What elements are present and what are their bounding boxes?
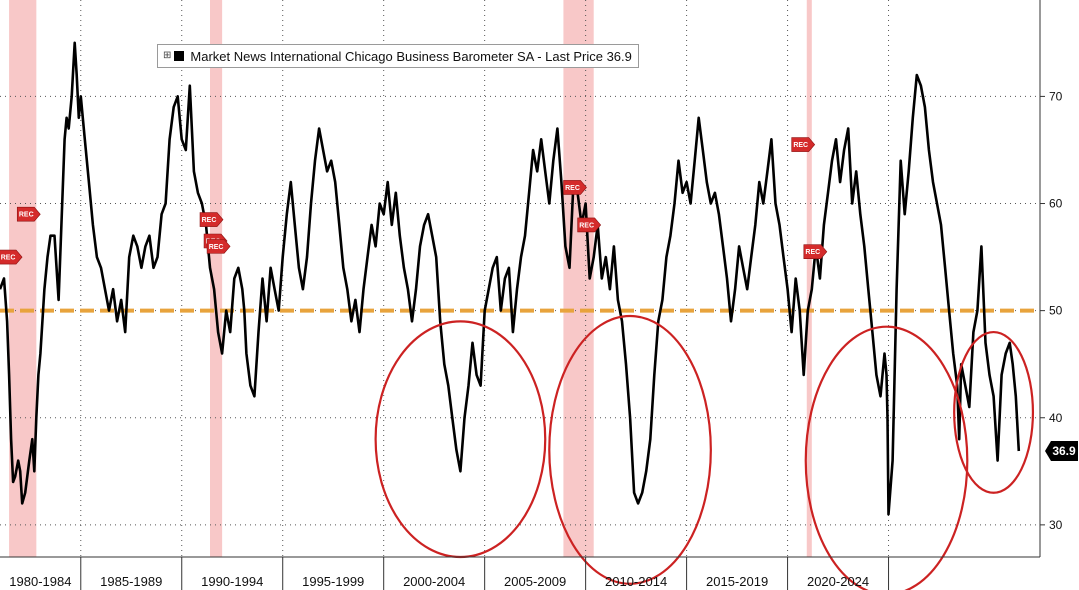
- rec-marker-label: REC: [805, 249, 820, 256]
- rec-marker: REC: [0, 249, 23, 265]
- last-value-badge: 36.9: [1045, 440, 1078, 461]
- x-tick-label: 1995-1999: [302, 574, 364, 589]
- annotation-circles: [374, 314, 1035, 590]
- x-axis-labels: 1980-1984 1985-1989 1990-1994 1995-1999 2000…: [9, 557, 890, 590]
- x-tick-label: 2000-2004: [403, 574, 465, 589]
- annotation-circle: [953, 330, 1035, 494]
- last-value-label: 36.9: [1052, 444, 1076, 458]
- rec-marker-label: REC: [793, 142, 808, 149]
- rec-marker-shape: [791, 137, 816, 152]
- y-tick-label: 50: [1049, 304, 1063, 318]
- x-tick-label: 1990-1994: [201, 574, 263, 589]
- annotation-circle: [374, 320, 547, 559]
- rec-marker-label: REC: [565, 185, 580, 192]
- legend: ⊞ Market News International Chicago Busi…: [157, 44, 639, 68]
- recession-band: [806, 0, 812, 557]
- rec-marker: REC: [199, 212, 224, 227]
- rec-marker: REC: [206, 239, 231, 254]
- rec-marker-shape: [206, 239, 231, 254]
- axes: [0, 0, 1041, 558]
- rec-marker-shape: [199, 212, 224, 227]
- y-tick-label: 60: [1049, 197, 1063, 211]
- rec-marker-shape: [563, 180, 587, 195]
- recession-bands: [9, 0, 812, 557]
- rec-marker-label: REC: [202, 217, 217, 224]
- rec-marker-label: REC: [209, 244, 224, 251]
- legend-expand-icon[interactable]: ⊞: [163, 50, 172, 61]
- rec-marker-label: REC: [19, 212, 34, 219]
- rec-marker: REC: [16, 206, 41, 222]
- rec-marker-shape: [0, 249, 23, 265]
- rec-marker-label: REC: [579, 222, 594, 229]
- rec-markers: RECRECRECRECRECRECRECRECREC: [0, 137, 828, 265]
- x-tick-label: 2005-2009: [504, 574, 566, 589]
- x-tick-label: 1985-1989: [100, 574, 162, 589]
- legend-label: Market News International Chicago Busine…: [190, 48, 632, 64]
- y-tick-label: 30: [1049, 518, 1063, 532]
- recession-band: [210, 0, 223, 557]
- y-tick-label: 40: [1049, 411, 1063, 425]
- rec-marker-shape: [16, 206, 41, 222]
- x-tick-label: 2020-2024: [807, 574, 869, 589]
- grid: [0, 0, 1040, 557]
- y-tick-label: 70: [1049, 89, 1063, 103]
- x-tick-label: 1980-1984: [9, 574, 71, 589]
- series-line: [0, 41, 1021, 516]
- annotation-circle: [804, 325, 969, 590]
- x-tick-label: 2010-2014: [605, 574, 667, 589]
- rec-marker: REC: [563, 180, 587, 195]
- y-axis-labels: 30 40 50 60 70: [1040, 89, 1063, 532]
- rec-marker-label: REC: [1, 255, 16, 262]
- rec-marker: REC: [577, 217, 602, 233]
- rec-marker-shape: [803, 244, 828, 260]
- rec-marker-shape: [577, 217, 602, 233]
- last-value-shape: [1045, 440, 1078, 461]
- rec-marker: REC: [791, 137, 816, 152]
- annotation-circle: [548, 314, 712, 585]
- rec-marker: REC: [803, 244, 828, 260]
- recession-band: [9, 0, 37, 557]
- legend-swatch: [174, 51, 185, 61]
- series-layer: [0, 41, 1021, 516]
- x-tick-label: 2015-2019: [706, 574, 768, 589]
